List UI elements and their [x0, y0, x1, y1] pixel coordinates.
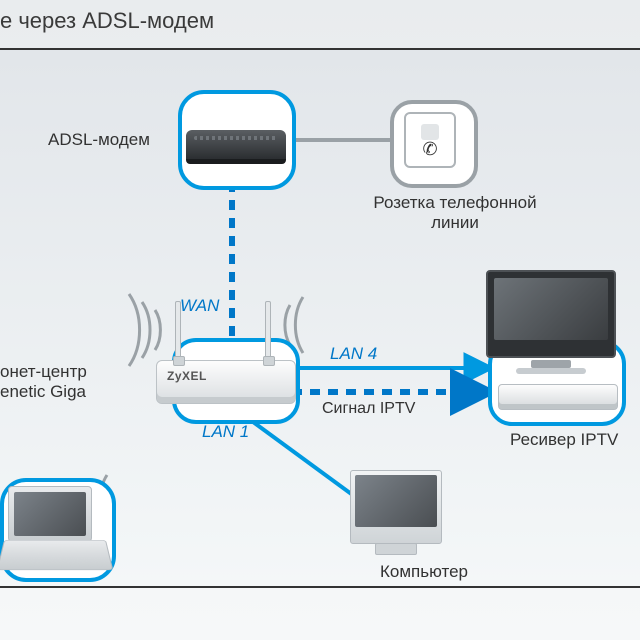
device-socket: ✆ [404, 112, 456, 168]
label-socket-line2: линии [431, 213, 479, 232]
tv-stand [531, 360, 571, 368]
device-modem [186, 130, 286, 164]
tv-base [516, 368, 586, 374]
phone-icon: ✆ [422, 139, 437, 160]
device-receiver [498, 384, 618, 410]
label-router-line2: enetic Giga [0, 382, 86, 401]
device-tv [486, 270, 616, 358]
pc-stand [375, 543, 417, 555]
port-lan4: LAN 4 [330, 344, 377, 364]
device-laptop-lid [8, 486, 92, 542]
pc-screen [355, 475, 437, 527]
label-router-line1: онет-центр [0, 362, 87, 381]
tv-screen [494, 278, 608, 340]
device-router: ZyXEL [156, 360, 296, 404]
port-lan1: LAN 1 [202, 422, 249, 442]
label-socket-line1: Розетка телефонной [373, 193, 536, 212]
device-computer [350, 470, 442, 544]
label-socket: Розетка телефонной линии [355, 193, 555, 234]
diagram-title: е через ADSL-модем [0, 8, 214, 34]
router-antenna-right [265, 301, 271, 363]
label-modem: ADSL-модем [48, 130, 150, 150]
diagram-canvas: е через ADSL-модем [0, 0, 640, 640]
socket-jack-icon [421, 124, 439, 140]
label-receiver: Ресивер IPTV [510, 430, 618, 450]
port-wan: WAN [180, 296, 219, 316]
device-laptop-base [0, 540, 113, 570]
label-computer: Компьютер [380, 562, 468, 582]
label-signal-iptv: Сигнал IPTV [322, 400, 415, 418]
router-brand: ZyXEL [167, 369, 207, 383]
label-router: онет-центр enetic Giga [0, 362, 87, 403]
